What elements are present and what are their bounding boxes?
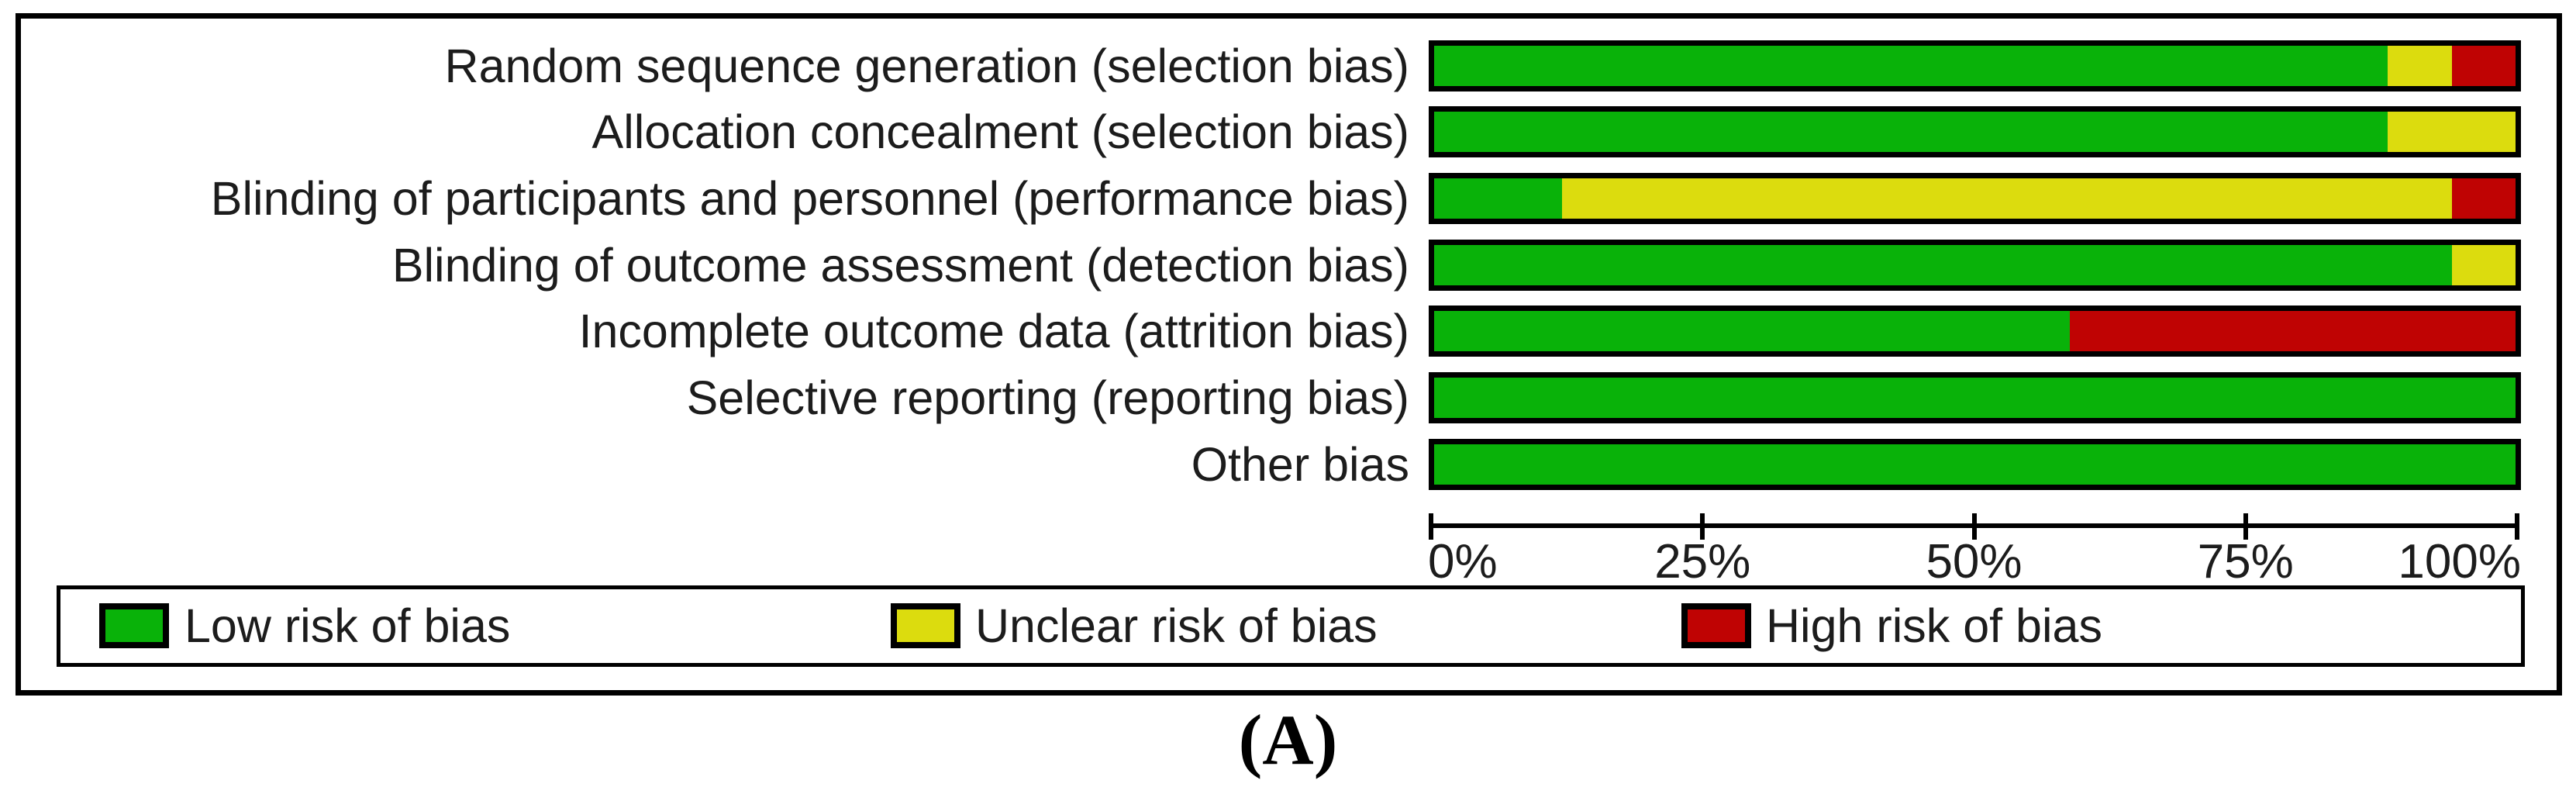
row-label: Other bias bbox=[1191, 438, 1409, 491]
row-label: Blinding of participants and personnel (… bbox=[210, 172, 1409, 225]
legend-label: High risk of bias bbox=[1766, 599, 2102, 652]
row-label: Blinding of outcome assessment (detectio… bbox=[391, 239, 1409, 292]
row-label: Selective reporting (reporting bias) bbox=[686, 371, 1409, 424]
bar-segment-high-risk bbox=[2451, 178, 2516, 219]
x-axis-tick bbox=[2243, 513, 2248, 540]
x-axis-tick-label: 0% bbox=[1428, 535, 1498, 589]
x-axis-tick-label: 75% bbox=[2197, 535, 2294, 589]
bar-segment-low-risk bbox=[1434, 178, 1562, 219]
bar-segment-high-risk bbox=[2070, 311, 2516, 351]
legend-label: Unclear risk of bias bbox=[975, 599, 1378, 652]
bar-segment-unclear-risk bbox=[2451, 245, 2516, 285]
bar-segment-unclear-risk bbox=[2388, 112, 2516, 152]
x-axis-tick bbox=[1429, 513, 1433, 540]
bar-segment-unclear-risk bbox=[1561, 178, 2452, 219]
x-axis-tick bbox=[2515, 513, 2519, 540]
x-axis-tick-label: 100% bbox=[2398, 535, 2521, 589]
row-label: Incomplete outcome data (attrition bias) bbox=[578, 305, 1409, 357]
bar-segment-high-risk bbox=[2451, 46, 2516, 86]
stacked-bar bbox=[1429, 439, 2521, 490]
bar-segment-low-risk bbox=[1434, 46, 2388, 86]
stacked-bar bbox=[1429, 372, 2521, 423]
legend-swatch-low-risk bbox=[99, 603, 169, 648]
bar-segment-unclear-risk bbox=[2388, 46, 2452, 86]
stacked-bar bbox=[1429, 173, 2521, 224]
bar-segment-low-risk bbox=[1434, 378, 2516, 418]
x-axis-tick bbox=[1971, 513, 1977, 540]
bar-segment-low-risk bbox=[1434, 112, 2388, 152]
legend-box bbox=[57, 585, 2525, 667]
row-label: Allocation concealment (selection bias) bbox=[591, 105, 1409, 158]
x-axis-tick-label: 25% bbox=[1654, 535, 1751, 589]
x-axis-tick-label: 50% bbox=[1926, 535, 2023, 589]
legend-swatch-unclear-risk bbox=[891, 603, 960, 648]
stacked-bar bbox=[1429, 40, 2521, 91]
legend-swatch-high-risk bbox=[1681, 603, 1751, 648]
bar-segment-low-risk bbox=[1434, 245, 2452, 285]
bar-segment-low-risk bbox=[1434, 311, 2071, 351]
bar-segment-low-risk bbox=[1434, 444, 2516, 485]
figure-caption: (A) bbox=[1238, 700, 1338, 779]
stacked-bar bbox=[1429, 306, 2521, 357]
legend-label: Low risk of bias bbox=[184, 599, 511, 652]
row-label: Random sequence generation (selection bi… bbox=[444, 40, 1409, 92]
x-axis-tick bbox=[1700, 513, 1705, 540]
stacked-bar bbox=[1429, 240, 2521, 291]
stacked-bar bbox=[1429, 106, 2521, 157]
